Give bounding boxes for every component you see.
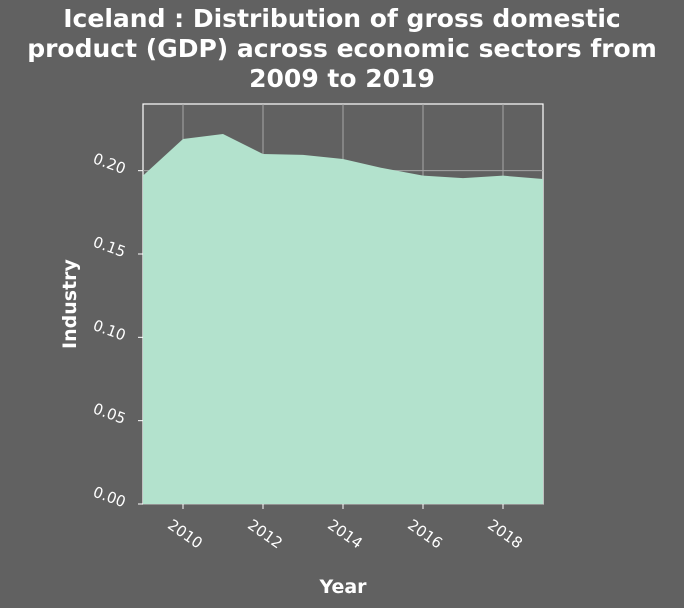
x-axis-title: Year xyxy=(318,576,367,598)
chart-title-line-2: product (GDP) across economic sectors fr… xyxy=(27,34,657,63)
x-tick-label: 2016 xyxy=(404,516,446,553)
x-tick-label: 2014 xyxy=(324,516,366,553)
x-tick-label: 2012 xyxy=(244,516,286,553)
y-tick-label: 0.00 xyxy=(91,483,129,511)
chart-title: Iceland : Distribution of gross domestic… xyxy=(0,4,684,94)
area-series xyxy=(143,134,543,504)
x-tick-label: 2010 xyxy=(164,516,206,553)
y-tick-label: 0.05 xyxy=(91,400,129,428)
y-tick-label: 0.15 xyxy=(91,233,129,261)
x-tick-label: 2018 xyxy=(484,516,526,553)
chart-title-line-3: 2009 to 2019 xyxy=(249,64,435,93)
y-axis-title: Industry xyxy=(59,258,81,348)
y-tick-label: 0.10 xyxy=(91,316,129,344)
y-tick-label: 0.20 xyxy=(91,150,129,178)
plot-area: 2010 2012 2014 2016 2018 0.00 0.05 0.10 0.15 0.20 xyxy=(91,103,544,553)
chart-title-line-1: Iceland : Distribution of gross domestic xyxy=(63,4,621,33)
